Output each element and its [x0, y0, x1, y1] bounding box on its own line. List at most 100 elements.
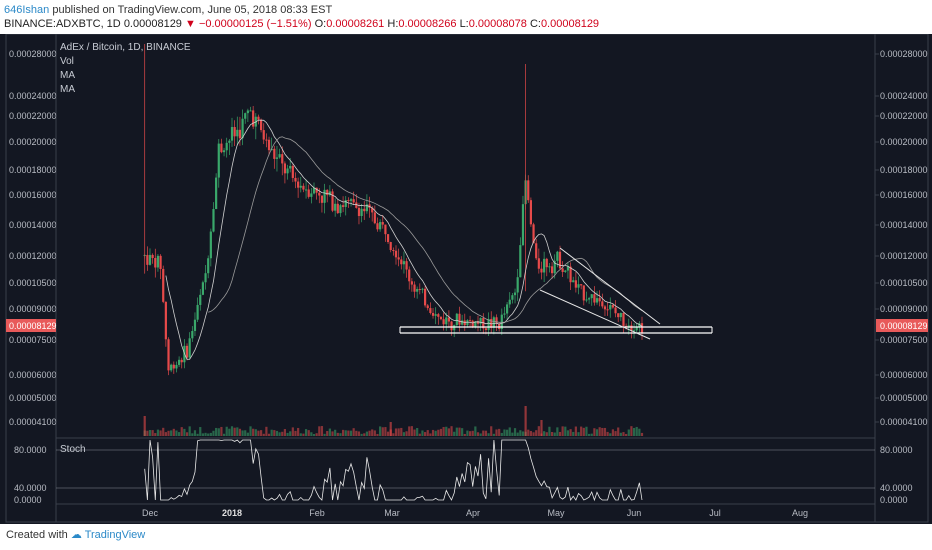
candle-body: [334, 203, 337, 211]
candle-body: [371, 207, 374, 213]
candle-body: [349, 199, 353, 201]
legend-vol[interactable]: Vol: [60, 56, 74, 67]
author-link[interactable]: 646Ishan: [4, 4, 50, 16]
tradingview-link[interactable]: TradingView: [84, 529, 146, 541]
candle-body: [252, 110, 255, 127]
volume-bar: [569, 429, 572, 436]
volume-bar: [524, 406, 527, 436]
volume-bar: [347, 430, 350, 436]
candle-body: [146, 254, 149, 265]
volume-bar: [281, 431, 284, 436]
price-tick-left: 0.00016000: [9, 190, 57, 200]
price-tick-right: 0.00010500: [880, 278, 928, 288]
volume-bar: [262, 433, 265, 436]
candle-body: [188, 338, 191, 358]
chart-frame: [5, 34, 929, 523]
candle-body: [540, 268, 543, 273]
volume-bar: [328, 428, 331, 436]
candle-body: [397, 257, 400, 260]
volume-bar: [429, 433, 432, 436]
volume-bar: [257, 430, 260, 436]
low-label: L:: [459, 18, 469, 30]
volume-bar: [265, 426, 268, 436]
volume-bar: [640, 432, 644, 436]
volume-bar: [233, 427, 236, 436]
candle-body: [222, 150, 226, 153]
candle-body: [307, 189, 310, 197]
candle-body: [426, 305, 429, 309]
volume-bar: [540, 420, 543, 436]
volume-bar: [151, 430, 154, 436]
volume-bar: [297, 427, 300, 436]
candle-body: [561, 268, 564, 272]
candle-body: [606, 309, 609, 311]
price-tick-right: 0.00007500: [880, 335, 928, 345]
candle-body: [297, 181, 300, 188]
candle-body: [450, 321, 453, 331]
candle-body: [175, 364, 178, 369]
trading-chart[interactable]: 0.00028000 0.00024000 0.00022000 0.00020000…: [0, 34, 932, 524]
candle-body: [365, 204, 369, 212]
volume-bar: [587, 433, 591, 436]
volume-bar: [423, 432, 427, 436]
legend-ma-2[interactable]: MA: [60, 84, 75, 95]
candle-body: [516, 277, 519, 293]
volume-bar: [632, 427, 636, 436]
candle-body: [500, 314, 503, 329]
price-tick-right: 0.00004100: [880, 417, 928, 427]
candle-body: [593, 294, 596, 303]
candle-body: [360, 208, 363, 217]
volume-bar: [461, 428, 464, 436]
candle-body: [466, 320, 469, 326]
volume-bar: [474, 426, 477, 436]
legend-title: AdEx / Bitcoin, 1D, BINANCE: [60, 42, 191, 53]
candle-body: [159, 255, 162, 269]
volume-bar: [299, 433, 302, 436]
price-tick-left: 0.00020000: [9, 137, 57, 147]
volume-bar: [310, 432, 313, 436]
price-tick-right: 0.00012000: [880, 251, 928, 261]
volume-bar: [405, 431, 408, 436]
volume-bar: [455, 427, 458, 436]
candle-body: [638, 323, 641, 328]
volume-bar: [595, 429, 599, 436]
price-tick-left: 0.00028000: [9, 49, 57, 59]
candle-body: [416, 289, 419, 292]
candle-body: [601, 301, 604, 307]
candle-body: [323, 189, 326, 203]
last-price: 0.00008129: [123, 18, 182, 30]
volume-bar: [521, 431, 525, 436]
volume-bar: [505, 429, 509, 436]
legend-stoch[interactable]: Stoch: [60, 444, 86, 455]
volume-bar: [220, 426, 223, 436]
volume-bar: [339, 433, 342, 436]
volume-bar: [291, 427, 294, 436]
volume-bar: [188, 426, 191, 436]
volume-bar: [529, 431, 533, 436]
support-lines: [399, 326, 713, 334]
price-tick-left: 0.00014000: [9, 220, 57, 230]
volume-bar: [304, 429, 308, 436]
volume-bar: [320, 426, 324, 436]
right-price-axis: 0.00028000 0.00024000 0.00022000 0.00020000…: [875, 49, 928, 427]
candle-body: [257, 116, 260, 120]
high-value: 0.00008266: [398, 18, 457, 30]
candle-body: [402, 261, 406, 265]
price-tag-right: 0.00008129: [876, 319, 928, 332]
volume-bar: [236, 427, 239, 436]
low-value: 0.00008078: [468, 18, 527, 30]
candle-body: [167, 339, 170, 371]
candle-body: [445, 317, 448, 325]
candle-body: [431, 312, 435, 316]
volume-bar: [215, 427, 218, 436]
volume-bar: [259, 430, 263, 436]
candle-body: [635, 327, 638, 331]
volume-bar: [482, 430, 485, 436]
volume-bar: [479, 433, 482, 436]
candle-body: [495, 317, 498, 324]
volume-bar: [566, 430, 570, 436]
candle-body: [553, 260, 556, 274]
legend-ma-1[interactable]: MA: [60, 70, 75, 81]
volume-bar: [286, 432, 289, 436]
candle-body: [236, 129, 239, 137]
